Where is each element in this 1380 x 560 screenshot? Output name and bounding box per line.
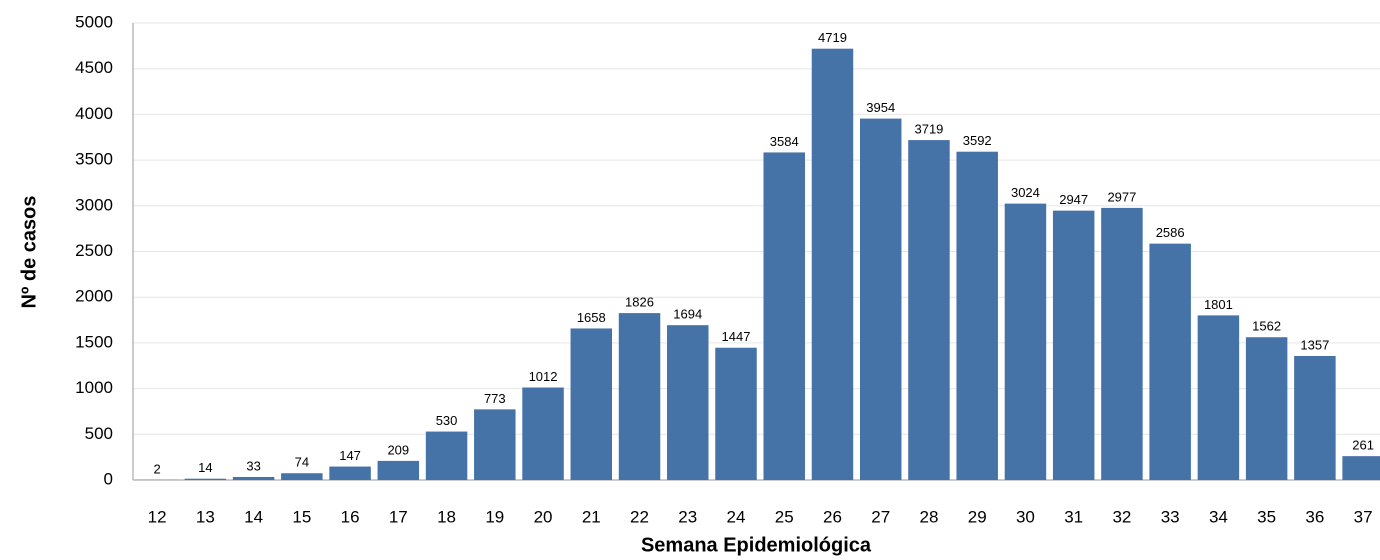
x-tick-label: 13 xyxy=(196,507,215,526)
x-tick-label: 34 xyxy=(1209,507,1228,526)
x-tick-label: 12 xyxy=(148,507,167,526)
bar xyxy=(281,473,323,480)
y-axis-title: Nº de casos xyxy=(18,196,40,309)
x-tick-label: 36 xyxy=(1305,507,1324,526)
y-tick-label: 2500 xyxy=(75,241,113,260)
y-tick-label: 4000 xyxy=(75,104,113,123)
value-label: 3584 xyxy=(770,134,799,149)
y-tick-label: 5000 xyxy=(75,12,113,31)
x-tick-label: 14 xyxy=(244,507,263,526)
bar xyxy=(667,325,709,480)
value-label: 2 xyxy=(154,461,161,476)
bar xyxy=(956,151,998,480)
value-label: 530 xyxy=(436,413,458,428)
bar xyxy=(1149,243,1191,480)
value-label: 209 xyxy=(387,442,409,457)
y-tick-label: 4500 xyxy=(75,58,113,77)
x-tick-label: 31 xyxy=(1064,507,1083,526)
bar xyxy=(859,118,902,480)
value-label: 3719 xyxy=(914,122,943,137)
bar xyxy=(522,387,564,480)
x-tick-label: 21 xyxy=(582,507,601,526)
x-tick-label: 26 xyxy=(823,507,842,526)
value-label: 1694 xyxy=(673,307,702,322)
x-tick-label: 27 xyxy=(871,507,890,526)
bar xyxy=(618,313,661,480)
value-label: 1826 xyxy=(625,295,654,310)
value-label: 261 xyxy=(1352,438,1374,453)
bar xyxy=(1245,337,1288,480)
value-label: 2977 xyxy=(1107,189,1136,204)
bar xyxy=(1004,203,1047,481)
x-tick-label: 22 xyxy=(630,507,649,526)
bar xyxy=(1342,456,1380,480)
value-label: 74 xyxy=(295,455,309,470)
y-tick-label: 0 xyxy=(104,469,113,488)
value-label: 1447 xyxy=(722,329,751,344)
x-tick-label: 33 xyxy=(1161,507,1180,526)
bar xyxy=(1052,210,1095,480)
value-label: 2586 xyxy=(1156,225,1185,240)
bar xyxy=(811,48,854,480)
x-tick-label: 37 xyxy=(1354,507,1373,526)
y-tick-label: 500 xyxy=(85,424,113,443)
value-label: 2947 xyxy=(1059,192,1088,207)
value-label: 1012 xyxy=(529,369,558,384)
x-tick-label: 23 xyxy=(678,507,697,526)
y-tick-label: 1500 xyxy=(75,332,113,351)
x-tick-label: 16 xyxy=(341,507,360,526)
x-tick-label: 32 xyxy=(1112,507,1131,526)
y-tick-label: 3500 xyxy=(75,150,113,169)
value-label: 1801 xyxy=(1204,297,1233,312)
x-axis-title: Semana Epidemiológica xyxy=(641,534,872,556)
value-label: 3954 xyxy=(866,100,895,115)
x-tick-label: 20 xyxy=(534,507,553,526)
value-label: 1658 xyxy=(577,310,606,325)
bar xyxy=(474,409,516,480)
bar xyxy=(1294,355,1336,480)
bar xyxy=(425,431,468,480)
bar xyxy=(908,140,950,480)
value-label: 1357 xyxy=(1300,337,1329,352)
bar xyxy=(1197,315,1240,480)
x-tick-label: 24 xyxy=(727,507,746,526)
x-tick-label: 30 xyxy=(1016,507,1035,526)
y-tick-label: 1000 xyxy=(75,378,113,397)
bar xyxy=(184,478,227,480)
value-label: 4719 xyxy=(818,30,847,45)
value-label: 3592 xyxy=(963,133,992,148)
value-label: 773 xyxy=(484,391,506,406)
x-tick-label: 29 xyxy=(968,507,987,526)
value-label: 1562 xyxy=(1252,319,1281,334)
bar xyxy=(715,347,757,480)
value-label: 33 xyxy=(246,458,260,473)
x-tick-label: 17 xyxy=(389,507,408,526)
x-tick-label: 25 xyxy=(775,507,794,526)
bar xyxy=(232,476,275,480)
x-tick-label: 15 xyxy=(292,507,311,526)
x-tick-label: 35 xyxy=(1257,507,1276,526)
x-tick-label: 28 xyxy=(919,507,938,526)
bar xyxy=(329,466,371,480)
y-tick-label: 3000 xyxy=(75,195,113,214)
x-tick-label: 18 xyxy=(437,507,456,526)
value-label: 14 xyxy=(198,460,212,475)
y-tick-label: 2000 xyxy=(75,287,113,306)
bar xyxy=(763,152,805,480)
bar xyxy=(570,328,613,480)
value-label: 147 xyxy=(339,448,361,463)
bar xyxy=(377,460,420,480)
x-tick-label: 19 xyxy=(485,507,504,526)
bar xyxy=(1101,207,1143,480)
value-label: 3024 xyxy=(1011,185,1040,200)
